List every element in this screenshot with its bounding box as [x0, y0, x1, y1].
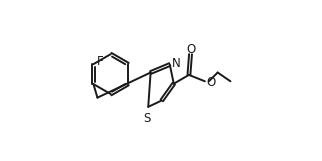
Text: F: F	[97, 55, 104, 68]
Text: N: N	[172, 57, 180, 70]
Text: S: S	[144, 112, 151, 125]
Text: O: O	[186, 43, 195, 56]
Text: O: O	[206, 76, 215, 89]
